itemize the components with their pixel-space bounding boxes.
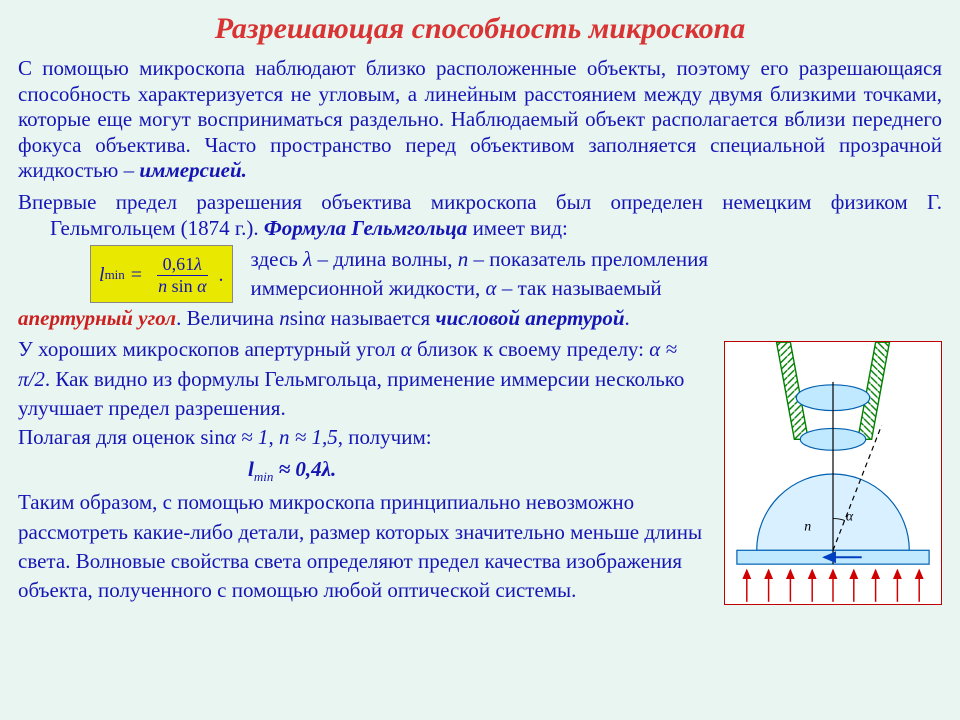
side2a: иммерсионной жидкости, — [251, 276, 486, 300]
helmholtz-formula-name: Формула Гельмгольца — [264, 216, 467, 240]
formula-den-alpha: α — [197, 276, 206, 296]
body-i: , получим: — [338, 425, 432, 449]
p3b: . Величина — [176, 306, 279, 330]
side1a: здесь — [251, 247, 304, 271]
body-h: n ≈ 1,5 — [279, 425, 338, 449]
body-b: близок к своему пределу: — [412, 337, 650, 361]
formula-num-coef: 0,61 — [163, 254, 195, 274]
formula-row: lmin = 0,61λ n sin α . здесь λ – длина в… — [90, 245, 942, 303]
term-numerical-aperture: числовой апертурой — [435, 306, 624, 330]
p3-n: n — [279, 306, 290, 330]
body-j: Таким образом, с помощью микроскопа прин… — [18, 490, 702, 602]
p3c: называется — [325, 306, 435, 330]
term-aperture-angle: апертурный угол — [18, 306, 176, 330]
helmholtz-tail: имеет вид: — [467, 216, 568, 240]
side1-lambda: λ — [303, 247, 312, 271]
paragraph-intro: С помощью микроскопа наблюдают близко ра… — [18, 56, 942, 184]
side2b: – так называемый — [497, 276, 662, 300]
side1-n: n — [458, 247, 469, 271]
lmin-sub: min — [254, 469, 274, 484]
body-e: Полагая для оценок sin — [18, 425, 225, 449]
p3-sin: sin — [290, 306, 315, 330]
side1b: – длина волны, — [312, 247, 458, 271]
side1c: – показатель преломления — [468, 247, 708, 271]
body-g: , — [268, 425, 279, 449]
side2-alpha: α — [486, 276, 497, 300]
body-text: У хороших микроскопов апертурный угол α … — [18, 335, 724, 606]
p3-alpha: α — [314, 306, 325, 330]
slide-title: Разрешающая способность микроскопа — [18, 12, 942, 46]
lmin-val: ≈ 0,4λ. — [273, 457, 336, 481]
formula-fraction: 0,61λ n sin α — [152, 254, 212, 297]
formula-box: lmin = 0,61λ n sin α . — [90, 245, 233, 303]
body-f: α ≈ 1 — [225, 425, 269, 449]
diagram-alpha-label: α — [846, 510, 854, 525]
body-with-diagram: У хороших микроскопов апертурный угол α … — [18, 335, 942, 606]
formula-lhs-sub: min — [105, 267, 125, 283]
body-d: . Как видно из формулы Гельмгольца, прим… — [18, 367, 684, 420]
term-immersion: иммерсией. — [139, 158, 247, 182]
body-alpha: α — [401, 337, 412, 361]
formula-description: здесь λ – длина волны, n – показатель пр… — [233, 245, 708, 302]
p3e: . — [625, 306, 630, 330]
lmin-result: lmin ≈ 0,4λ. — [18, 455, 714, 486]
body-a: У хороших микроскопов апертурный угол — [18, 337, 401, 361]
paragraph-helmholtz: Впервые предел разрешения объектива микр… — [18, 190, 942, 241]
immersion-diagram: n α — [724, 341, 942, 605]
formula-den-sin: sin — [172, 276, 198, 296]
light-rays — [747, 570, 919, 602]
formula-den-n: n — [158, 276, 167, 296]
formula-num-sym: λ — [194, 254, 202, 274]
paragraph-aperture: апертурный угол. Величина nsinα называет… — [18, 305, 942, 331]
diagram-n-label: n — [804, 520, 811, 535]
